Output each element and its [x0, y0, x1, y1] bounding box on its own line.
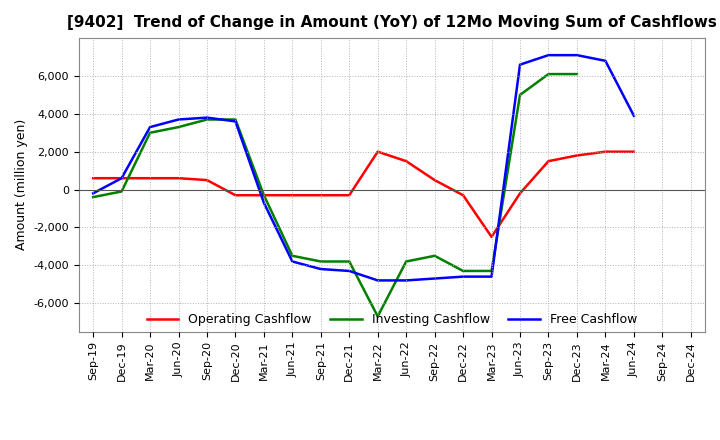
Line: Operating Cashflow: Operating Cashflow: [93, 152, 634, 237]
Investing Cashflow: [544, 71, 553, 77]
Operating Cashflow: [402, 158, 410, 164]
Investing Cashflow: [572, 71, 581, 77]
Operating Cashflow: [487, 234, 496, 239]
Operating Cashflow: [202, 177, 211, 183]
Operating Cashflow: [374, 149, 382, 154]
Investing Cashflow: [117, 189, 126, 194]
Investing Cashflow: [345, 259, 354, 264]
Free Cashflow: [601, 58, 610, 63]
Title: [9402]  Trend of Change in Amount (YoY) of 12Mo Moving Sum of Cashflows: [9402] Trend of Change in Amount (YoY) o…: [67, 15, 717, 30]
Operating Cashflow: [345, 193, 354, 198]
Operating Cashflow: [544, 158, 553, 164]
Free Cashflow: [260, 200, 269, 205]
Legend: Operating Cashflow, Investing Cashflow, Free Cashflow: Operating Cashflow, Investing Cashflow, …: [142, 308, 642, 331]
Free Cashflow: [516, 62, 524, 67]
Free Cashflow: [629, 113, 638, 118]
Operating Cashflow: [572, 153, 581, 158]
Free Cashflow: [288, 259, 297, 264]
Operating Cashflow: [288, 193, 297, 198]
Investing Cashflow: [459, 268, 467, 274]
Operating Cashflow: [174, 176, 183, 181]
Operating Cashflow: [629, 149, 638, 154]
Operating Cashflow: [516, 191, 524, 196]
Operating Cashflow: [431, 177, 439, 183]
Operating Cashflow: [459, 193, 467, 198]
Y-axis label: Amount (million yen): Amount (million yen): [15, 119, 28, 250]
Investing Cashflow: [89, 194, 97, 200]
Operating Cashflow: [89, 176, 97, 181]
Investing Cashflow: [516, 92, 524, 98]
Investing Cashflow: [145, 130, 154, 136]
Free Cashflow: [572, 52, 581, 58]
Free Cashflow: [117, 176, 126, 181]
Operating Cashflow: [117, 176, 126, 181]
Free Cashflow: [544, 52, 553, 58]
Operating Cashflow: [601, 149, 610, 154]
Investing Cashflow: [402, 259, 410, 264]
Investing Cashflow: [374, 314, 382, 319]
Free Cashflow: [145, 125, 154, 130]
Investing Cashflow: [174, 125, 183, 130]
Operating Cashflow: [260, 193, 269, 198]
Free Cashflow: [231, 119, 240, 124]
Investing Cashflow: [487, 268, 496, 274]
Free Cashflow: [345, 268, 354, 274]
Operating Cashflow: [231, 193, 240, 198]
Investing Cashflow: [231, 117, 240, 122]
Free Cashflow: [431, 276, 439, 281]
Investing Cashflow: [317, 259, 325, 264]
Free Cashflow: [317, 266, 325, 271]
Free Cashflow: [202, 115, 211, 120]
Free Cashflow: [402, 278, 410, 283]
Investing Cashflow: [288, 253, 297, 258]
Investing Cashflow: [260, 193, 269, 198]
Investing Cashflow: [202, 117, 211, 122]
Operating Cashflow: [317, 193, 325, 198]
Operating Cashflow: [145, 176, 154, 181]
Free Cashflow: [89, 191, 97, 196]
Line: Free Cashflow: Free Cashflow: [93, 55, 634, 280]
Investing Cashflow: [431, 253, 439, 258]
Line: Investing Cashflow: Investing Cashflow: [93, 74, 577, 316]
Free Cashflow: [174, 117, 183, 122]
Free Cashflow: [374, 278, 382, 283]
Free Cashflow: [459, 274, 467, 279]
Free Cashflow: [487, 274, 496, 279]
